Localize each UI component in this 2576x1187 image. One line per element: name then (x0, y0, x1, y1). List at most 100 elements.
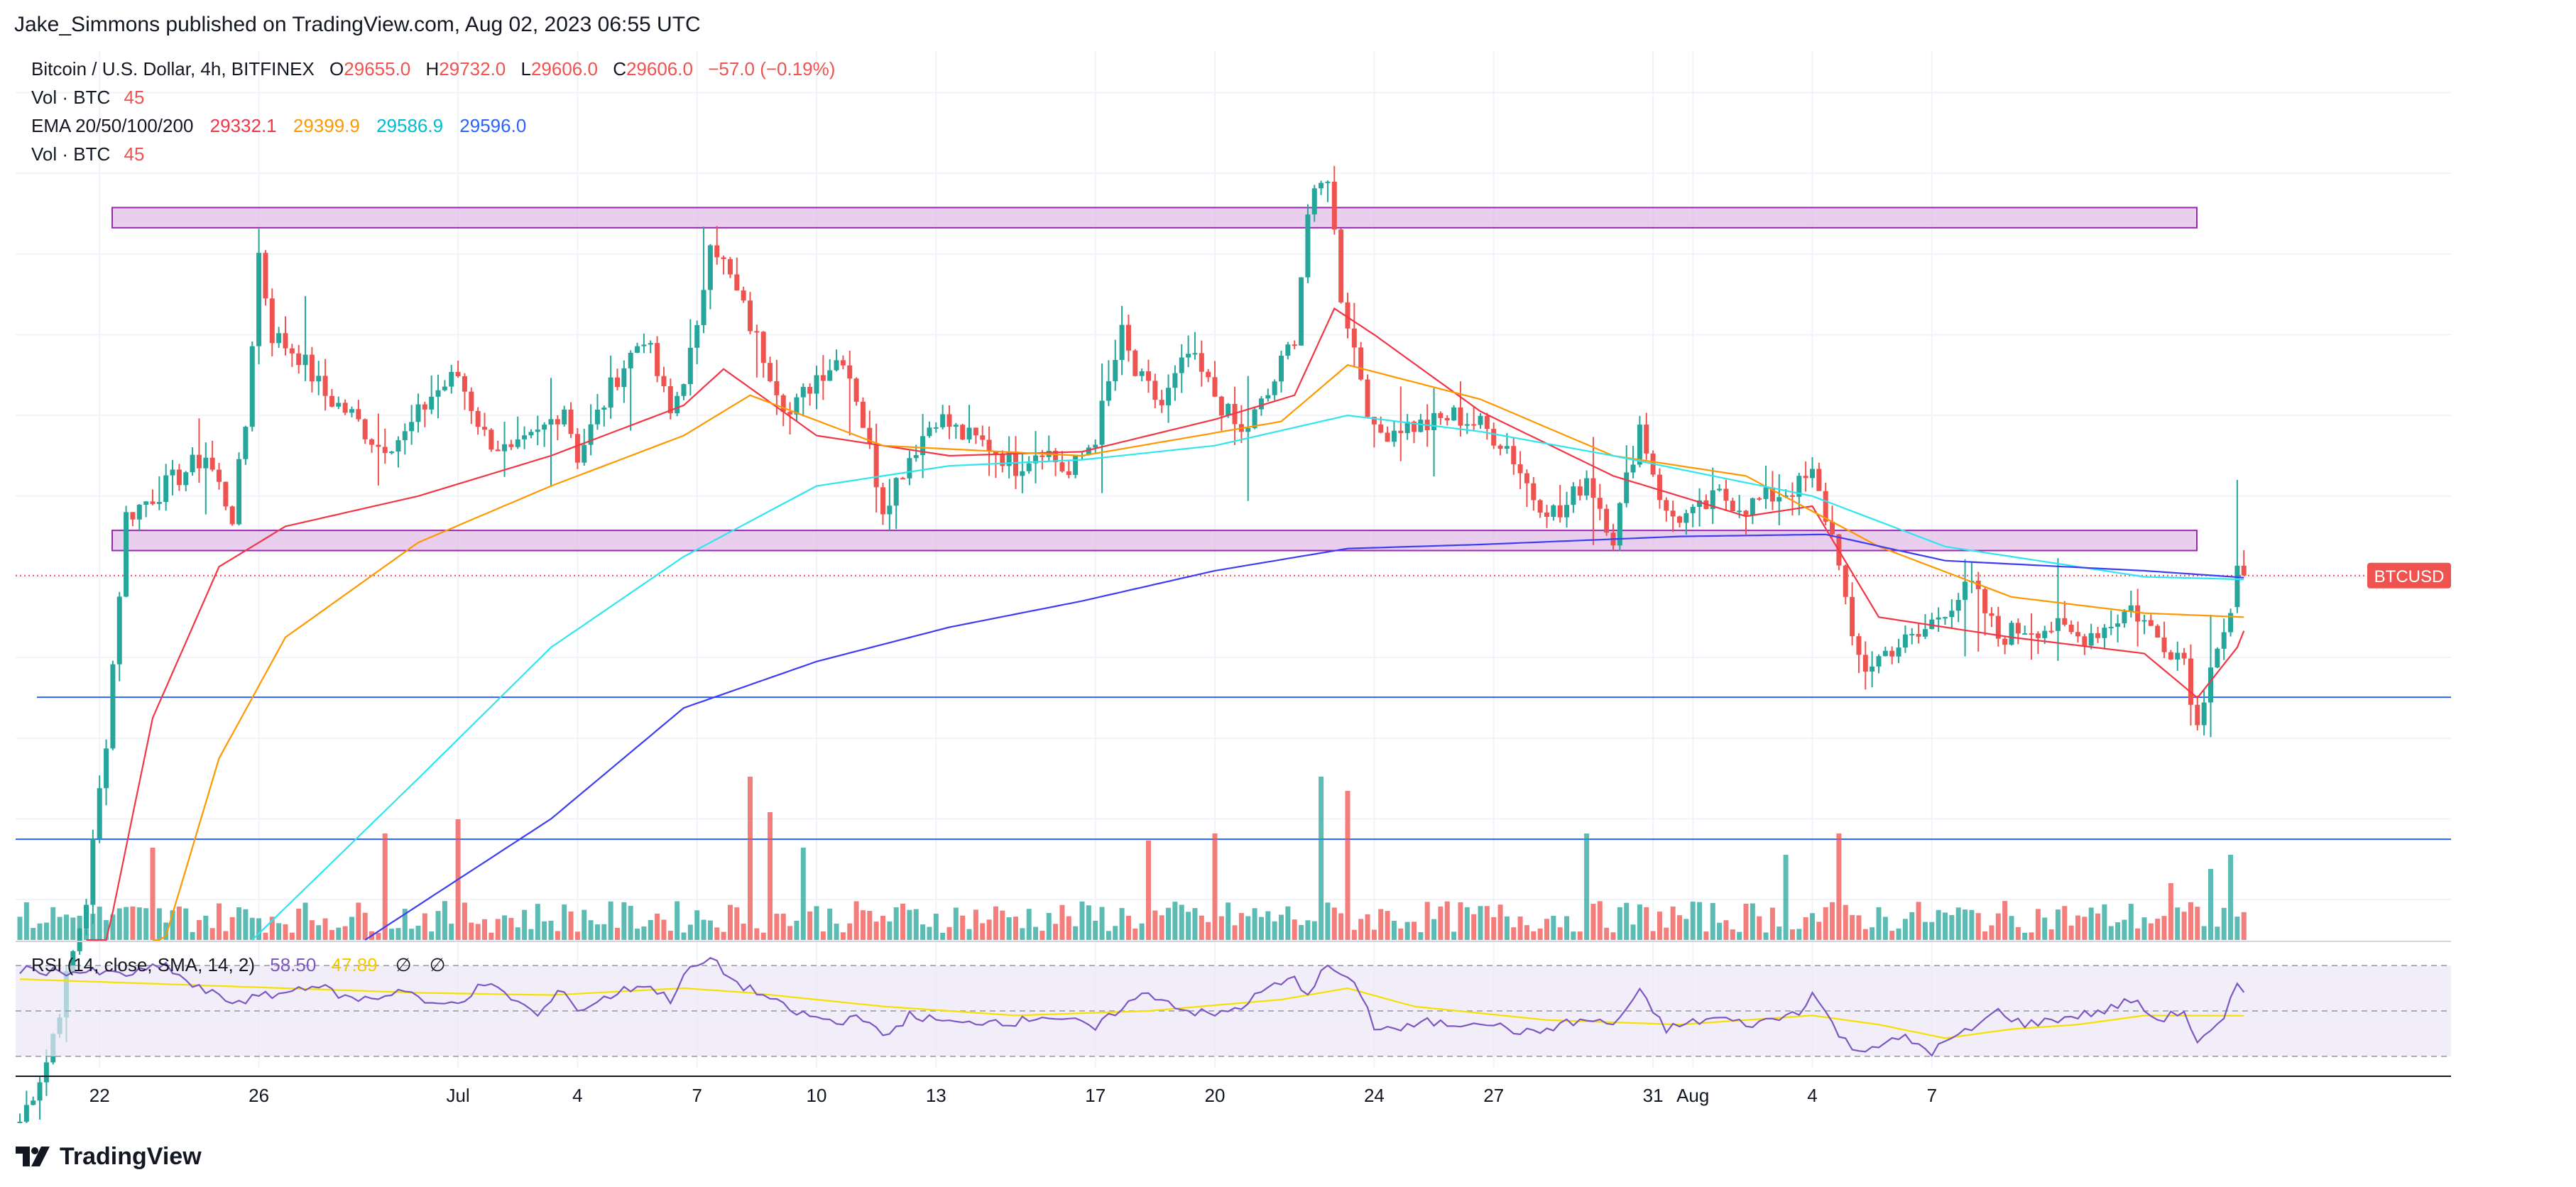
candle (409, 405, 415, 445)
volume-bar (721, 931, 726, 940)
candle-body (1378, 424, 1384, 433)
candle-body (1311, 188, 1317, 215)
candle-body (608, 377, 613, 408)
candle-body (794, 397, 799, 415)
candle (1106, 360, 1111, 407)
volume-bar (415, 925, 421, 940)
horizontal-levels[interactable] (16, 574, 2451, 841)
volume-bar (1272, 921, 1277, 940)
candle (1969, 562, 1975, 594)
candle-body (1504, 446, 1510, 449)
candle-body (1843, 565, 1848, 597)
volume-bar (1810, 913, 1815, 940)
candle-body (1796, 476, 1802, 497)
candle (1006, 436, 1012, 478)
candle-body (382, 447, 388, 454)
candle-body (1597, 498, 1603, 509)
candle-body (1119, 324, 1125, 361)
footer-brand[interactable]: TradingView (16, 1139, 202, 1174)
candle (780, 393, 786, 427)
candle (17, 1113, 23, 1144)
candle-body (1929, 619, 1935, 630)
candle (482, 412, 487, 437)
volume-bar (1305, 920, 1311, 940)
candle-body (2042, 630, 2048, 638)
candle (236, 452, 242, 526)
candle (1365, 374, 1370, 418)
volume-bar (203, 915, 209, 940)
volume-bar (1478, 906, 1483, 940)
candle (1670, 500, 1676, 532)
candle-body (548, 419, 554, 425)
candle-body (1053, 450, 1059, 463)
candle-body (1584, 478, 1590, 496)
candle-body (143, 501, 149, 505)
candle (2015, 618, 2021, 645)
volume-bar (1206, 921, 1211, 940)
volume-bar (2128, 904, 2134, 940)
chart-area[interactable]: 28000.028400.028800.029200.029600.030000… (16, 44, 2533, 1145)
time-tick-label: 17 (1085, 1085, 1106, 1106)
candle-body (535, 430, 540, 432)
candle (190, 447, 195, 476)
candle-body (402, 431, 408, 441)
candle-body (156, 502, 162, 504)
candle (31, 1096, 36, 1105)
chart-svg[interactable]: 28000.028400.028800.029200.029600.030000… (16, 44, 2533, 1145)
volume-bar (409, 929, 415, 940)
candle (283, 316, 288, 356)
volume-bar (2141, 917, 2147, 940)
candle (2068, 620, 2074, 635)
volume-bar (97, 907, 102, 940)
candle (588, 404, 594, 456)
volume-bar (760, 932, 766, 940)
candle (2128, 591, 2134, 618)
candle-body (209, 457, 215, 470)
volume-bar (362, 912, 368, 940)
candle (648, 340, 653, 354)
candle (734, 257, 740, 291)
volume-bar (1279, 914, 1284, 940)
candle (435, 374, 441, 419)
volume-bar (920, 924, 926, 940)
volume-bar (462, 902, 467, 940)
candle-body (1125, 324, 1131, 351)
volume-bar (1497, 904, 1503, 940)
candle-body (1159, 400, 1164, 405)
volume-bar (1159, 915, 1164, 940)
candle-body (2161, 638, 2167, 652)
candle (1882, 646, 1888, 657)
volume-bar (1690, 902, 1696, 940)
candle-body (628, 352, 633, 368)
candle-body (2088, 633, 2094, 646)
candle-body (741, 290, 746, 301)
volume-bar (1199, 915, 1204, 940)
candle (1949, 599, 1955, 630)
candle-body (1803, 476, 1808, 478)
volume-bar (1836, 833, 1842, 940)
volume-bar (1398, 928, 1404, 940)
candle-body (1039, 455, 1045, 457)
candle (130, 512, 136, 527)
volume-bar (70, 917, 76, 940)
candle-body (1471, 424, 1477, 426)
candle-body (389, 452, 395, 454)
candle (1577, 479, 1583, 500)
candle (336, 396, 342, 410)
candle (1218, 395, 1224, 431)
volume-bar (1557, 927, 1563, 940)
resistance-support-zones[interactable] (111, 207, 2198, 552)
candle-body (369, 439, 375, 445)
volume-bar (1551, 916, 1556, 940)
volume-bar (1757, 916, 1762, 940)
candle (628, 350, 633, 431)
candle-body (515, 439, 520, 447)
volume-bar (574, 931, 580, 940)
candle (807, 383, 813, 406)
candle-body (23, 1105, 29, 1122)
candle-body (2221, 632, 2227, 649)
candle (37, 1076, 43, 1120)
volume-bar (621, 902, 627, 940)
volume-bar (1033, 926, 1039, 940)
candle-body (37, 1082, 43, 1101)
